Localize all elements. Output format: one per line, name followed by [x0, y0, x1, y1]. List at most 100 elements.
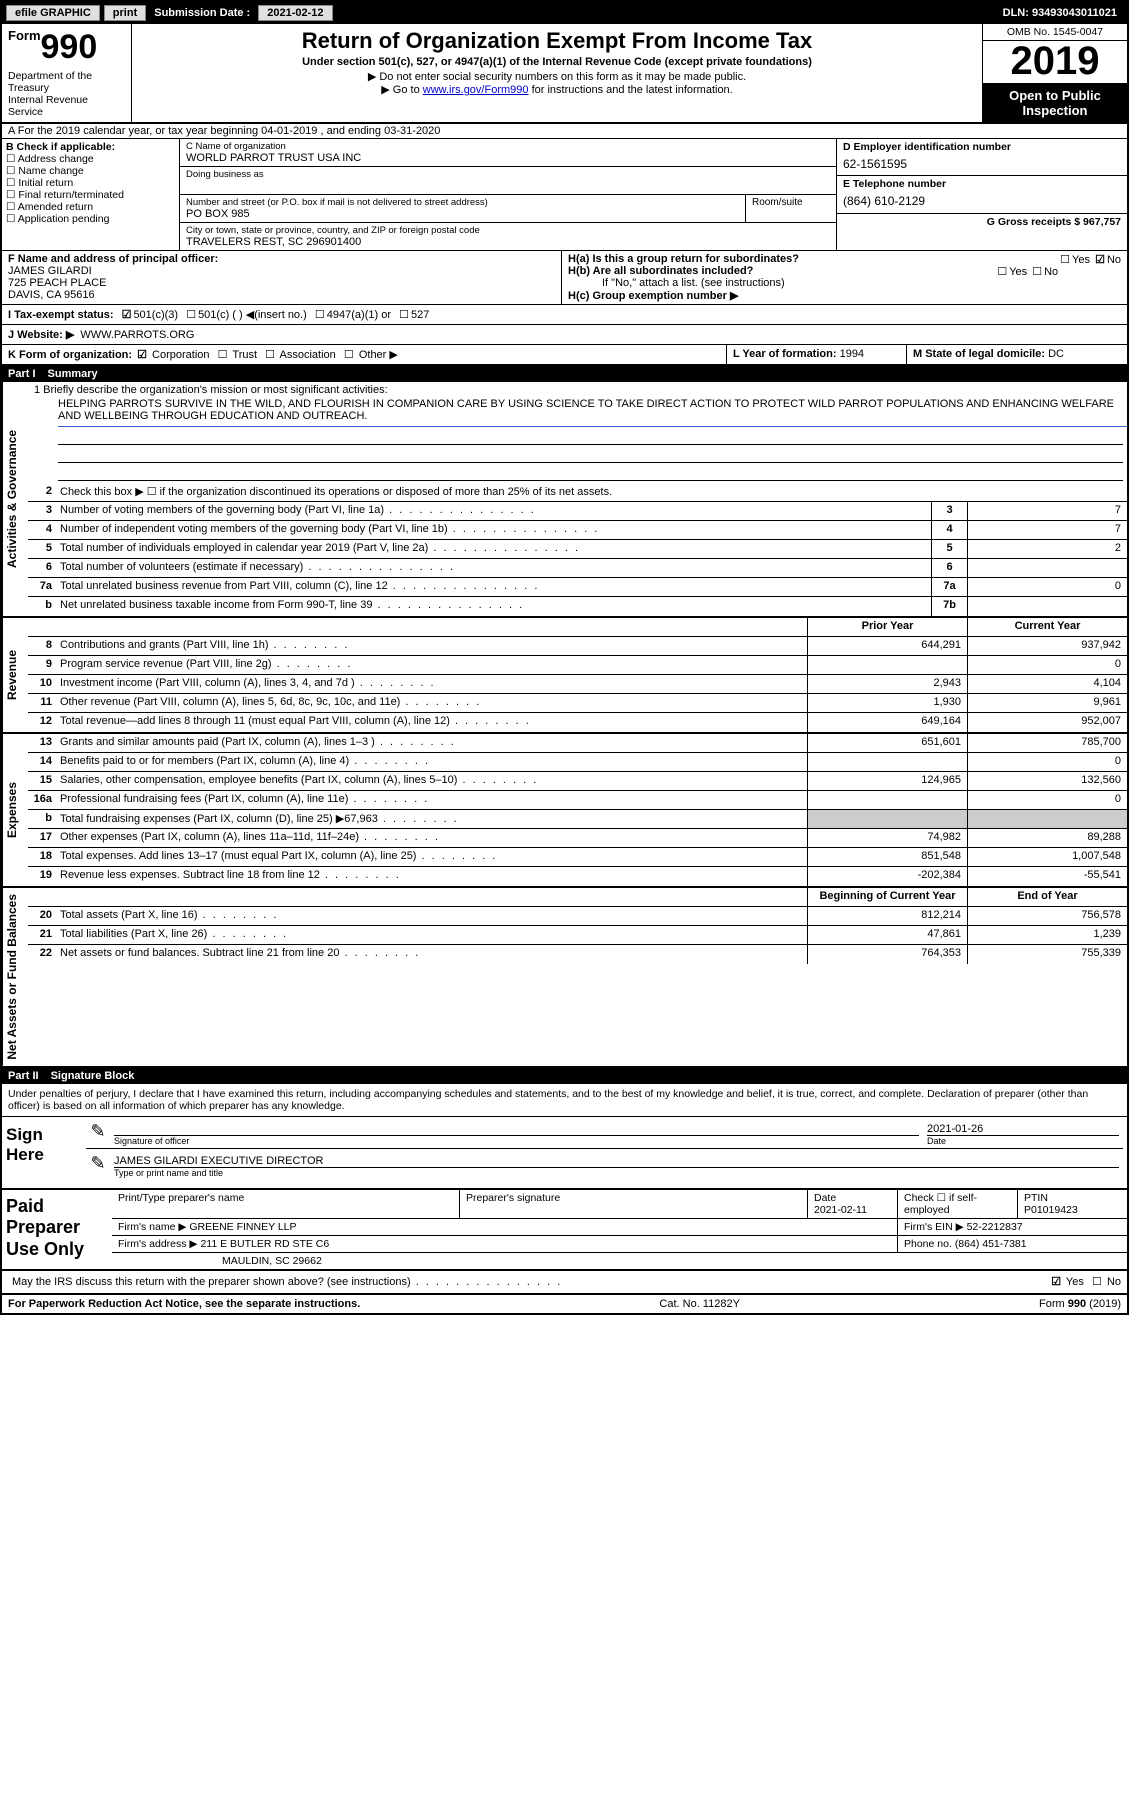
header-right: OMB No. 1545-0047 2019 Open to Public In…: [982, 24, 1127, 122]
col-h: H(a) Is this a group return for subordin…: [562, 251, 1127, 304]
col-c: C Name of organization WORLD PARROT TRUS…: [180, 139, 837, 250]
part-2-header: Part II Signature Block: [2, 1068, 1127, 1084]
dln: DLN: 93493043011021: [1003, 7, 1123, 19]
form-header: Form990 Department of the Treasury Inter…: [2, 24, 1127, 124]
footer-left: For Paperwork Reduction Act Notice, see …: [8, 1298, 360, 1310]
col-m-domicile: M State of legal domicile: DC: [907, 345, 1127, 364]
vlabel-net-assets: Net Assets or Fund Balances: [2, 888, 28, 1066]
chk-initial-return[interactable]: Initial return: [6, 177, 175, 189]
org-name-cell: C Name of organization WORLD PARROT TRUS…: [180, 139, 836, 167]
tax-year: 2019: [983, 41, 1127, 84]
prep-row-firm: Firm's name ▶ GREENE FINNEY LLP Firm's E…: [112, 1219, 1127, 1236]
prep-row-addr2: MAULDIN, SC 29662: [112, 1253, 1127, 1269]
col-b-checkboxes: B Check if applicable: Address change Na…: [2, 139, 180, 250]
mission-rule: [58, 426, 1127, 427]
efile-graphic-button[interactable]: efile GRAPHIC: [6, 5, 100, 21]
pen-icon: ✎: [86, 1153, 110, 1180]
open-to-public: Open to Public Inspection: [983, 84, 1127, 122]
gross-receipts: G Gross receipts $ 967,757: [843, 216, 1121, 228]
table-row: 16aProfessional fundraising fees (Part I…: [28, 791, 1127, 810]
row-k-l-m: K Form of organization: Corporation Trus…: [2, 345, 1127, 366]
h-a: H(a) Is this a group return for subordin…: [568, 253, 1121, 265]
footer-cat: Cat. No. 11282Y: [659, 1298, 740, 1310]
net-header: Beginning of Current Year End of Year: [28, 888, 1127, 907]
page-footer: For Paperwork Reduction Act Notice, see …: [2, 1295, 1127, 1313]
form-page: efile GRAPHIC print Submission Date : 20…: [0, 0, 1129, 1315]
table-row: 8Contributions and grants (Part VIII, li…: [28, 637, 1127, 656]
table-row: 15Salaries, other compensation, employee…: [28, 772, 1127, 791]
ein-value: 62-1561595: [843, 153, 1121, 171]
row-a-tax-year: A For the 2019 calendar year, or tax yea…: [2, 124, 1127, 139]
two-col-header: Prior Year Current Year: [28, 618, 1127, 637]
signature-declaration: Under penalties of perjury, I declare th…: [2, 1084, 1127, 1117]
footer-form: Form 990 (2019): [1039, 1298, 1121, 1310]
section-governance: Activities & Governance 1 Briefly descri…: [2, 382, 1127, 618]
table-row: 9Program service revenue (Part VIII, lin…: [28, 656, 1127, 675]
pen-icon: ✎: [86, 1121, 110, 1148]
mission-question: 1 Briefly describe the organization's mi…: [28, 382, 1127, 398]
table-row: 6Total number of volunteers (estimate if…: [28, 559, 1127, 578]
h-b-note: If "No," attach a list. (see instruction…: [568, 277, 1121, 289]
row-j-website: J Website: ▶ WWW.PARROTS.ORG: [2, 325, 1127, 345]
chk-amended-return[interactable]: Amended return: [6, 201, 175, 213]
chk-final-return[interactable]: Final return/terminated: [6, 189, 175, 201]
officer-signature-cell: Signature of officer: [110, 1121, 923, 1148]
table-row: 5Total number of individuals employed in…: [28, 540, 1127, 559]
may-irs-discuss: May the IRS discuss this return with the…: [2, 1271, 1127, 1295]
paid-preparer-label: Paid Preparer Use Only: [2, 1190, 112, 1269]
table-row: 11Other revenue (Part VIII, column (A), …: [28, 694, 1127, 713]
table-row: 18Total expenses. Add lines 13–17 (must …: [28, 848, 1127, 867]
org-name: WORLD PARROT TRUST USA INC: [186, 152, 830, 164]
h-b: H(b) Are all subordinates included? Yes …: [568, 265, 1121, 277]
vlabel-expenses: Expenses: [2, 734, 28, 886]
officer-addr1: 725 PEACH PLACE: [8, 277, 555, 289]
table-row: 21Total liabilities (Part X, line 26)47,…: [28, 926, 1127, 945]
block-b-to-g: B Check if applicable: Address change Na…: [2, 139, 1127, 251]
col-l-year: L Year of formation: 1994: [727, 345, 907, 364]
chk-name-change[interactable]: Name change: [6, 165, 175, 177]
submission-date-button[interactable]: 2021-02-12: [258, 5, 332, 21]
topbar: efile GRAPHIC print Submission Date : 20…: [2, 2, 1127, 24]
officer-name-cell: JAMES GILARDI EXECUTIVE DIRECTOR Type or…: [110, 1153, 1123, 1180]
submission-date-label: Submission Date :: [150, 7, 254, 19]
print-button[interactable]: print: [104, 5, 146, 21]
mission-blank-3: [58, 465, 1123, 481]
ein-cell: D Employer identification number 62-1561…: [837, 139, 1127, 176]
h-c: H(c) Group exemption number ▶: [568, 289, 1121, 302]
chk-address-change[interactable]: Address change: [6, 153, 175, 165]
dba-cell: Doing business as: [180, 167, 836, 195]
header-mid: Return of Organization Exempt From Incom…: [132, 24, 982, 122]
chk-application-pending[interactable]: Application pending: [6, 213, 175, 225]
dba-value: [186, 180, 830, 192]
officer-name: JAMES GILARDI: [8, 265, 555, 277]
table-row: 14Benefits paid to or for members (Part …: [28, 753, 1127, 772]
table-row: 4Number of independent voting members of…: [28, 521, 1127, 540]
department: Department of the Treasury Internal Reve…: [8, 70, 125, 118]
form-number: Form990: [8, 28, 125, 67]
mission-text: HELPING PARROTS SURVIVE IN THE WILD, AND…: [28, 398, 1127, 424]
room-suite-label: Room/suite: [746, 195, 836, 222]
header-left: Form990 Department of the Treasury Inter…: [2, 24, 132, 122]
table-row: 20Total assets (Part X, line 16)812,2147…: [28, 907, 1127, 926]
line-2: 2 Check this box ▶ ☐ if the organization…: [28, 483, 1127, 502]
form-subtitle: Under section 501(c), 527, or 4947(a)(1)…: [140, 56, 974, 68]
prep-row-1: Print/Type preparer's name Preparer's si…: [112, 1190, 1127, 1219]
sign-here-label: Sign Here: [2, 1117, 82, 1188]
table-row: 10Investment income (Part VIII, column (…: [28, 675, 1127, 694]
sign-here-block: Sign Here ✎ Signature of officer 2021-01…: [2, 1117, 1127, 1190]
section-revenue: Revenue Prior Year Current Year 8Contrib…: [2, 618, 1127, 734]
table-row: bNet unrelated business taxable income f…: [28, 597, 1127, 616]
col-d-to-g: D Employer identification number 62-1561…: [837, 139, 1127, 250]
col-f-officer: F Name and address of principal officer:…: [2, 251, 562, 304]
phone-value: (864) 610-2129: [843, 190, 1121, 208]
mission-blank-2: [58, 447, 1123, 463]
section-net-assets: Net Assets or Fund Balances Beginning of…: [2, 888, 1127, 1068]
mission-blank-1: [58, 429, 1123, 445]
table-row: 22Net assets or fund balances. Subtract …: [28, 945, 1127, 964]
section-expenses: Expenses 13Grants and similar amounts pa…: [2, 734, 1127, 888]
irs-link[interactable]: www.irs.gov/Form990: [423, 84, 529, 96]
city-address: TRAVELERS REST, SC 296901400: [186, 236, 830, 248]
table-row: 13Grants and similar amounts paid (Part …: [28, 734, 1127, 753]
gross-receipts-cell: G Gross receipts $ 967,757: [837, 214, 1127, 250]
street-address: PO BOX 985: [186, 208, 739, 220]
